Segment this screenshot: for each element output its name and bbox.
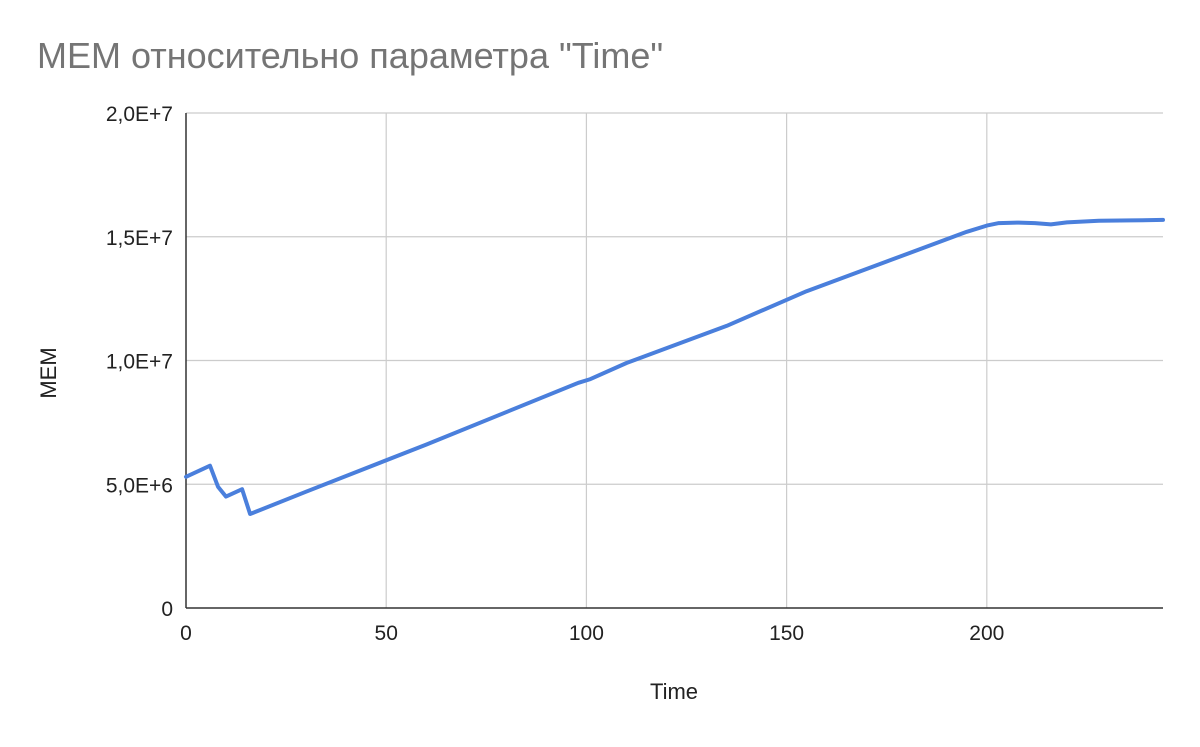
chart-title: MEM относительно параметра "Time" bbox=[37, 35, 663, 76]
y-tick-label: 2,0E+7 bbox=[106, 103, 173, 126]
tick-labels: 0 5,0E+6 1,0E+7 1,5E+7 2,0E+7 0 50 100 150 200 bbox=[106, 103, 1004, 645]
y-axis-label: MEM bbox=[36, 347, 61, 398]
y-tick-label: 1,0E+7 bbox=[106, 351, 173, 374]
x-tick-label: 50 bbox=[375, 622, 398, 645]
grid-layer bbox=[186, 112, 1163, 608]
series-layer bbox=[184, 217, 1165, 516]
y-tick-label: 5,0E+6 bbox=[106, 474, 173, 497]
series-line bbox=[184, 217, 1165, 516]
axis-layer bbox=[185, 113, 1163, 609]
y-tick-label: 0 bbox=[161, 598, 173, 621]
x-tick-label: 0 bbox=[180, 622, 192, 645]
x-tick-label: 150 bbox=[769, 622, 804, 645]
y-tick-label: 1,5E+7 bbox=[106, 227, 173, 250]
x-tick-label: 200 bbox=[969, 622, 1004, 645]
x-tick-label: 100 bbox=[569, 622, 604, 645]
x-axis-label: Time bbox=[650, 679, 698, 704]
